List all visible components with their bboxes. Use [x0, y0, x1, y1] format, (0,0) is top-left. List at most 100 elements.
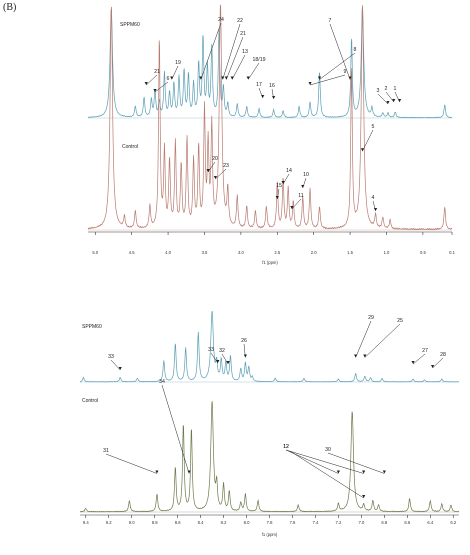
peak-arrow — [291, 198, 302, 210]
x-tick-label: 7.0 — [358, 520, 364, 525]
peak-label: 10 — [303, 172, 309, 178]
peak-arrowhead — [362, 470, 366, 474]
peak-arrowhead — [281, 181, 285, 184]
x-tick-label: 2.5 — [274, 250, 280, 255]
peak-arrow — [210, 352, 219, 364]
peak-label: 25 — [397, 318, 403, 324]
peak-arrowhead — [221, 76, 225, 80]
x-tick-label: 0.1 — [449, 250, 455, 255]
peak-arrow — [412, 353, 426, 365]
peak-label: 3 — [377, 88, 380, 94]
peak-arrow — [385, 91, 394, 103]
x-tick-label: 4.0 — [165, 250, 171, 255]
x-axis-label: f1 (ppm) — [262, 532, 278, 537]
peak-arrow — [432, 357, 444, 369]
peak-arrowhead — [199, 76, 203, 80]
peak-label: 1 — [394, 86, 397, 92]
spectrum-sppm60 — [87, 8, 453, 119]
spectrum-sppm60 — [79, 310, 460, 383]
peak-arrow — [221, 353, 229, 365]
x-tick-label: 1.0 — [384, 250, 390, 255]
x-tick-label: 8.8 — [152, 520, 158, 525]
peak-label: 7 — [329, 18, 332, 24]
x-tick-label: 8.4 — [198, 520, 204, 525]
peak-arrow — [105, 453, 158, 474]
peak-arrowhead — [144, 82, 148, 85]
peak-arrowhead — [118, 367, 122, 370]
peak-arrow — [289, 450, 364, 499]
spectrum-control — [87, 4, 453, 231]
peak-label: 21 — [154, 69, 160, 75]
peak-arrow — [154, 81, 169, 93]
peak-arrowhead — [230, 76, 234, 80]
x-tick-label: 8.0 — [244, 520, 250, 525]
peak-arrowhead — [224, 76, 228, 80]
peak-arrowhead — [290, 206, 294, 209]
peak-arrowhead — [430, 365, 435, 368]
peak-label: 22 — [237, 18, 243, 24]
peak-arrowhead — [226, 361, 230, 364]
peak-label: 24 — [218, 17, 224, 23]
peak-arrowhead — [153, 89, 157, 92]
series-label: SPPM60 — [82, 324, 102, 330]
panel-label: (B) — [3, 2, 17, 13]
peak-arrowhead — [275, 196, 279, 199]
peak-arrowhead — [373, 208, 378, 211]
peak-label: 9 — [344, 69, 347, 75]
peak-label: 28 — [440, 352, 446, 358]
x-tick-label: 9.0 — [129, 520, 135, 525]
x-tick-label: 6.4 — [427, 520, 433, 525]
x-axis-label: f1 (ppm) — [262, 260, 278, 265]
spectrum-control — [79, 401, 460, 513]
chart-panel-bottom: 9.4 9.2 9.0 8.8 8.6 8.4 8.2 8.0 7.8 7.6 7.4 7.2 7.0 6… — [79, 310, 460, 537]
x-tick-label: 7.4 — [313, 520, 319, 525]
peak-arrowhead — [354, 354, 358, 358]
peak-label: 15 — [276, 183, 282, 189]
peak-arrow — [200, 22, 222, 80]
series-label: Control — [82, 398, 98, 404]
peak-label: 34 — [159, 379, 165, 385]
peak-arrowhead — [317, 76, 322, 80]
x-tick-label: 8.2 — [221, 520, 227, 525]
chart-panel-top: 5.0 4.5 4.0 3.5 3.0 2.5 2.0 1.5 1.0 0.5 0.1 f1 (ppm… — [87, 4, 456, 265]
peak-arrowhead — [206, 169, 210, 172]
x-tick-label: 4.5 — [129, 250, 135, 255]
peak-label: 12 — [283, 444, 289, 450]
peak-arrow — [215, 168, 227, 180]
peak-arrow — [327, 452, 385, 474]
peak-arrowhead — [187, 470, 191, 474]
x-tick-label: 7.6 — [290, 520, 296, 525]
peak-label: 31 — [103, 448, 109, 454]
peak-arrow — [364, 323, 401, 358]
peak-label: 21 — [240, 31, 246, 37]
peak-arrow — [247, 62, 260, 80]
peak-label: 11 — [298, 193, 303, 199]
peak-label: 17 — [256, 82, 262, 88]
peak-label: 29 — [368, 315, 374, 321]
peak-label: 27 — [422, 348, 428, 354]
x-tick-label: 7.2 — [335, 520, 341, 525]
peak-label: 23 — [223, 163, 229, 169]
peak-arrow — [355, 320, 372, 358]
peak-arrow — [282, 173, 290, 185]
peak-label: 33 — [108, 354, 114, 360]
x-tick-label: 6.8 — [381, 520, 387, 525]
x-tick-label: 3.5 — [202, 250, 208, 255]
peak-arrow — [110, 359, 121, 371]
peak-label: 5 — [372, 124, 375, 130]
peak-arrowhead — [382, 470, 386, 474]
peak-arrow — [285, 449, 364, 474]
peak-label: 19 — [175, 60, 181, 66]
peak-arrowhead — [336, 470, 341, 474]
series-label: SPPM60 — [120, 22, 140, 28]
peak-arrow — [329, 23, 351, 80]
x-tick-label: 2.0 — [311, 250, 317, 255]
peak-arrowhead — [362, 495, 366, 498]
peak-arrow — [161, 384, 190, 474]
peak-arrowhead — [308, 82, 312, 85]
peak-label: 16 — [269, 83, 275, 89]
x-tick-label: 6.2 — [450, 520, 456, 525]
series-label: Control — [122, 144, 138, 150]
peak-arrowhead — [392, 99, 396, 102]
